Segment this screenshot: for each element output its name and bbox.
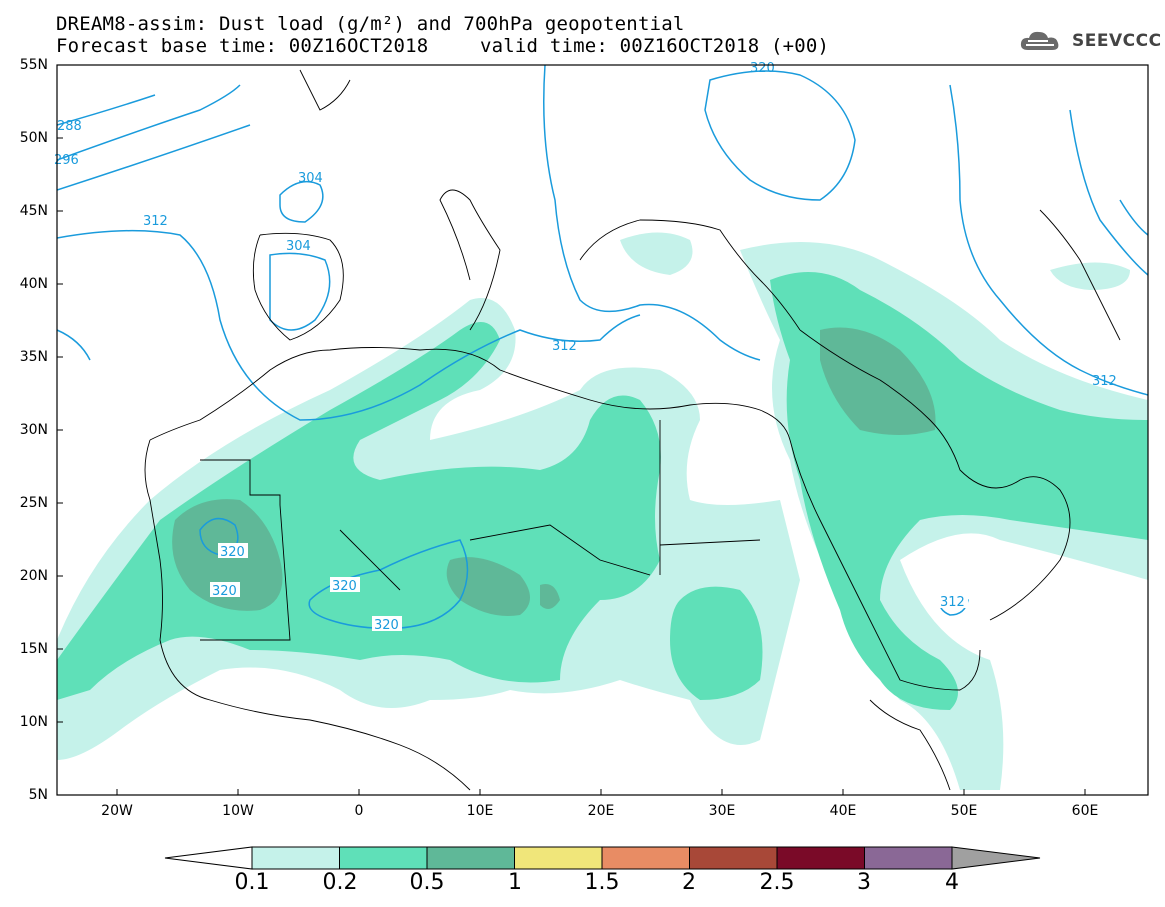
colorbar-tick-label: 1.5	[584, 870, 620, 895]
lat-label: 20N	[19, 568, 48, 584]
lat-label: 45N	[19, 203, 48, 219]
lon-label: 10E	[466, 803, 494, 819]
colorbar-tick-label: 1	[508, 870, 522, 895]
colorbar-box	[864, 846, 953, 870]
lon-label: 40E	[829, 803, 857, 819]
colorbar-tick-label: 0.2	[322, 870, 358, 895]
colorbar-boxes	[251, 846, 953, 870]
colorbar-box	[426, 846, 515, 870]
dust-fields	[57, 232, 1148, 790]
lat-label: 50N	[19, 130, 48, 146]
geopotential-contours	[57, 65, 1148, 630]
contour-label: 304	[286, 239, 311, 254]
axis-ticks	[57, 64, 1086, 795]
colorbar-box	[251, 846, 340, 870]
contour-label: 320	[212, 584, 237, 599]
contour-label: 320	[750, 61, 775, 76]
lat-label: 30N	[19, 422, 48, 438]
lat-label: 40N	[19, 276, 48, 292]
logo-text: SEEVCCC	[1072, 31, 1162, 51]
map-title: DREAM8-assim: Dust load (g/m²) and 700hP…	[56, 13, 685, 35]
colorbar-tick-label: 3	[857, 870, 871, 895]
contour-label: 320	[332, 579, 357, 594]
seevccc-logo: SEEVCCC	[1018, 26, 1162, 56]
lon-label: 20W	[101, 803, 133, 819]
colorbar-high-extension	[951, 846, 1041, 870]
lat-label: 35N	[19, 349, 48, 365]
colorbar-tick-label: 2	[682, 870, 696, 895]
colorbar-tick-label: 0.1	[234, 870, 270, 895]
lon-label: 20E	[587, 803, 615, 819]
forecast-base-time: Forecast base time: 00Z16OCT2018	[56, 35, 429, 57]
colorbar-tick-label: 2.5	[759, 870, 795, 895]
lat-label: 10N	[19, 714, 48, 730]
cloud-icon	[1020, 31, 1059, 50]
contour-label: 288	[57, 119, 82, 134]
colorbar-low-extension	[164, 846, 253, 870]
colorbar-box	[339, 846, 428, 870]
lat-label: 25N	[19, 495, 48, 511]
colorbar-tick-label: 0.5	[409, 870, 445, 895]
contour-label: 296	[54, 153, 79, 168]
contour-label: 312	[143, 214, 168, 229]
lat-label: 15N	[19, 641, 48, 657]
colorbar	[164, 846, 1041, 870]
lat-label: 55N	[19, 57, 48, 73]
contour-label: 312	[552, 339, 577, 354]
lon-label: 30E	[708, 803, 736, 819]
contour-labels: 288 296 304 304 312 312 320 312	[54, 61, 1117, 389]
contour-label: 320	[220, 545, 245, 560]
contour-label: 320	[374, 618, 399, 633]
lat-label: 5N	[28, 787, 48, 803]
colorbar-box	[776, 846, 865, 870]
lon-label: 0	[354, 803, 364, 819]
lon-label: 60E	[1071, 803, 1099, 819]
colorbar-tick-label: 4	[945, 870, 959, 895]
valid-time: valid time: 00Z16OCT2018 (+00)	[480, 35, 830, 57]
contour-label: 304	[298, 171, 323, 186]
colorbar-box	[514, 846, 603, 870]
lon-label: 10W	[222, 803, 254, 819]
colorbar-box	[689, 846, 778, 870]
lon-label: 50E	[950, 803, 978, 819]
contour-label: 312	[940, 595, 965, 610]
coastlines-borders	[144, 69, 1121, 791]
colorbar-box	[601, 846, 690, 870]
boxed-contour-labels: 320 320 320 320 312	[210, 543, 968, 633]
contour-label: 312	[1092, 374, 1117, 389]
